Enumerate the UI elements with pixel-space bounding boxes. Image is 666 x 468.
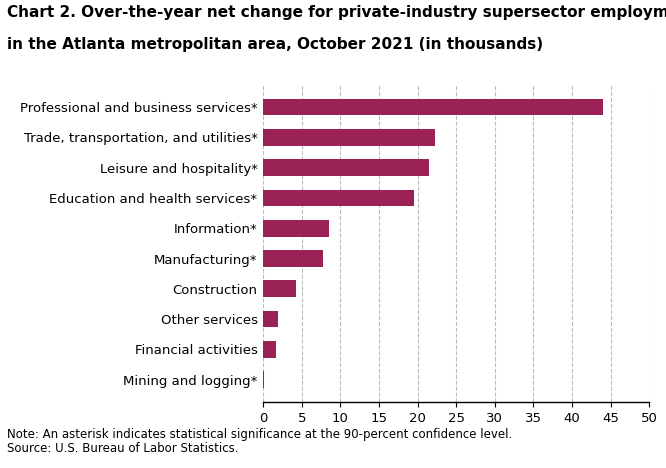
Text: Note: An asterisk indicates statistical significance at the 90-percent confidenc: Note: An asterisk indicates statistical …: [7, 428, 512, 441]
Bar: [263, 280, 296, 297]
Bar: [263, 190, 414, 206]
Bar: [263, 341, 276, 358]
Bar: [263, 99, 603, 116]
Text: Chart 2. Over-the-year net change for private-industry supersector employment: Chart 2. Over-the-year net change for pr…: [7, 5, 666, 20]
Bar: [263, 371, 264, 388]
Bar: [263, 129, 436, 146]
Bar: [263, 220, 329, 236]
Text: in the Atlanta metropolitan area, October 2021 (in thousands): in the Atlanta metropolitan area, Octobe…: [7, 37, 543, 52]
Text: Source: U.S. Bureau of Labor Statistics.: Source: U.S. Bureau of Labor Statistics.: [7, 442, 238, 455]
Bar: [263, 159, 429, 176]
Bar: [263, 311, 278, 328]
Bar: [263, 250, 323, 267]
